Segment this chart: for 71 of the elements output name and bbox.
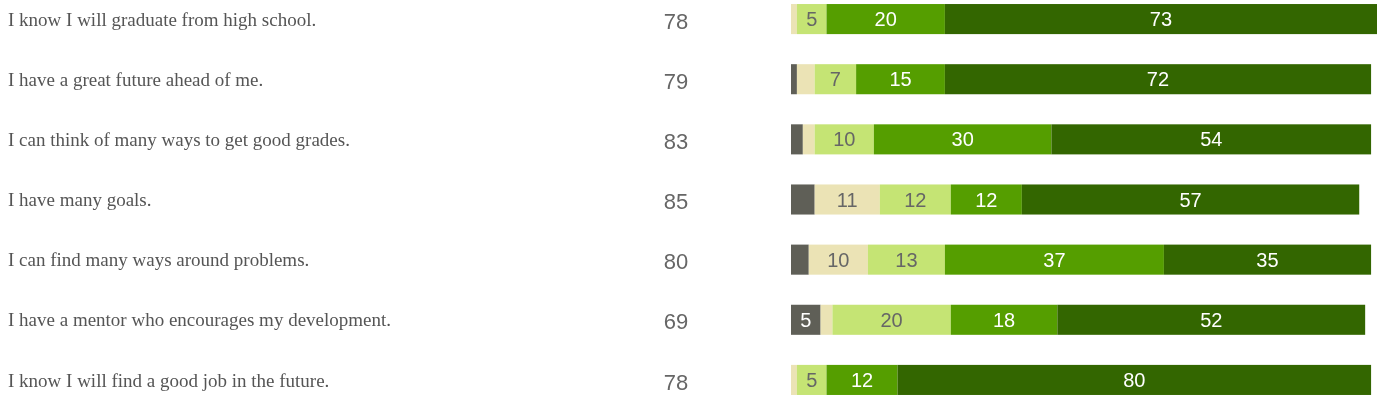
data-label: 80 [1123,368,1146,391]
text: 83 [663,129,689,155]
data-label: 35 [1256,248,1279,271]
bar [832,304,951,335]
bar [944,244,1164,275]
bar [791,244,809,275]
bar [791,124,803,155]
bar [1021,184,1360,215]
data-label: 12 [850,368,874,391]
bar [944,64,1372,95]
bar [1163,244,1372,275]
data-label: 20 [880,308,903,331]
y-tick-label: I can find many ways around problems. [8,249,310,271]
data-label: 72 [1146,68,1170,91]
bar [791,64,797,95]
y-tick-label: I have many goals. [8,189,152,211]
bar [791,184,815,215]
bar [944,4,1377,35]
y-tick-label: I know I will find a good job in the future. [8,369,330,391]
bar [950,304,1058,335]
data-label: 10 [827,248,850,271]
bar [796,364,827,395]
bar [879,184,951,215]
data-label: 30 [951,128,974,151]
text: 69 [663,309,689,335]
bar [796,64,815,95]
bar [867,244,945,275]
bar [808,244,868,275]
data-label: 10 [833,128,856,151]
text: 78 [663,369,689,395]
text: 80 [663,249,689,275]
data-label: 5 [806,8,818,31]
data-label: 20 [874,8,897,31]
y-tick-label: I know I will graduate from high school. [8,8,317,30]
bar [814,124,874,155]
bar [1057,304,1366,335]
bar [950,184,1022,215]
bar [796,4,827,35]
data-label: 15 [889,68,912,91]
data-label: 57 [1179,188,1202,211]
bar [791,364,797,395]
text: 79 [663,68,689,94]
y-tick-label: I have a great future ahead of me. [8,68,264,90]
text: 78 [663,8,689,34]
data-label: 13 [895,248,918,271]
bar [820,304,833,335]
data-label: 12 [904,188,927,211]
bar [814,184,880,215]
data-label: 11 [836,188,858,211]
bar [826,4,945,35]
data-label: 54 [1200,128,1223,151]
bar [826,364,898,395]
data-label: 73 [1149,8,1173,31]
data-label: 5 [800,308,812,331]
bar [802,124,815,155]
data-label: 7 [829,68,841,91]
y-tick-label: I have a mentor who encourages my development. [8,309,392,331]
y-tick-label: I can think of many ways to get good grades. [8,129,350,151]
bar [791,304,821,335]
data-label: 37 [1043,248,1066,271]
data-label: 18 [992,308,1016,331]
bar [814,64,857,95]
bar [791,4,797,35]
data-label: 12 [975,188,998,211]
data-label: 52 [1200,308,1223,331]
bar [856,64,945,95]
bar [873,124,1052,155]
bar [1051,124,1372,155]
bar [897,364,1372,395]
data-label: 5 [806,368,818,391]
text: 85 [663,189,689,215]
